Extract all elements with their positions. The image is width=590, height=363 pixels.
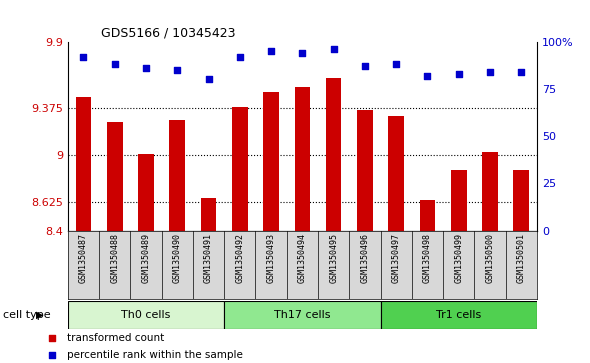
Bar: [381, 301, 537, 329]
Text: GSM1350487: GSM1350487: [79, 233, 88, 283]
Text: cell type: cell type: [3, 310, 51, 320]
Point: [329, 46, 339, 52]
Bar: [68, 301, 224, 329]
Bar: [357, 110, 373, 231]
Bar: [294, 87, 310, 231]
Point: [297, 50, 307, 56]
Bar: [201, 198, 217, 231]
Point: [360, 64, 369, 69]
Bar: [419, 200, 435, 231]
Point: [110, 61, 119, 67]
Bar: [169, 120, 185, 231]
Point: [79, 54, 88, 60]
Text: Th0 cells: Th0 cells: [122, 310, 171, 320]
Text: GSM1350497: GSM1350497: [392, 233, 401, 283]
Point: [204, 77, 214, 82]
Bar: [232, 107, 248, 231]
Text: percentile rank within the sample: percentile rank within the sample: [67, 350, 243, 360]
Text: GSM1350495: GSM1350495: [329, 233, 338, 283]
Text: GSM1350492: GSM1350492: [235, 233, 244, 283]
Text: GSM1350488: GSM1350488: [110, 233, 119, 283]
Bar: [326, 78, 342, 231]
Bar: [263, 92, 279, 231]
Bar: [76, 97, 91, 231]
Point: [339, 287, 348, 293]
Point: [422, 73, 432, 79]
Text: transformed count: transformed count: [67, 333, 165, 343]
Text: GSM1350500: GSM1350500: [486, 233, 494, 283]
Bar: [138, 154, 154, 231]
Bar: [107, 122, 123, 231]
Bar: [482, 152, 498, 231]
Text: Th17 cells: Th17 cells: [274, 310, 330, 320]
Point: [517, 69, 526, 75]
Bar: [451, 170, 467, 231]
Text: GDS5166 / 10345423: GDS5166 / 10345423: [101, 26, 235, 39]
Text: ▶: ▶: [37, 310, 44, 320]
Text: GSM1350496: GSM1350496: [360, 233, 369, 283]
Point: [173, 67, 182, 73]
Text: GSM1350499: GSM1350499: [454, 233, 463, 283]
Point: [267, 48, 276, 54]
Point: [235, 54, 244, 60]
Point: [391, 61, 401, 67]
Point: [339, 132, 348, 138]
Point: [142, 65, 151, 71]
Point: [454, 71, 464, 77]
Text: GSM1350493: GSM1350493: [267, 233, 276, 283]
Text: Tr1 cells: Tr1 cells: [436, 310, 481, 320]
Bar: [388, 116, 404, 231]
Text: GSM1350501: GSM1350501: [517, 233, 526, 283]
Point: [485, 69, 494, 75]
Bar: [224, 301, 381, 329]
Text: GSM1350490: GSM1350490: [173, 233, 182, 283]
Bar: [513, 170, 529, 231]
Text: GSM1350489: GSM1350489: [142, 233, 150, 283]
Text: GSM1350491: GSM1350491: [204, 233, 213, 283]
Text: GSM1350498: GSM1350498: [423, 233, 432, 283]
Text: GSM1350494: GSM1350494: [298, 233, 307, 283]
